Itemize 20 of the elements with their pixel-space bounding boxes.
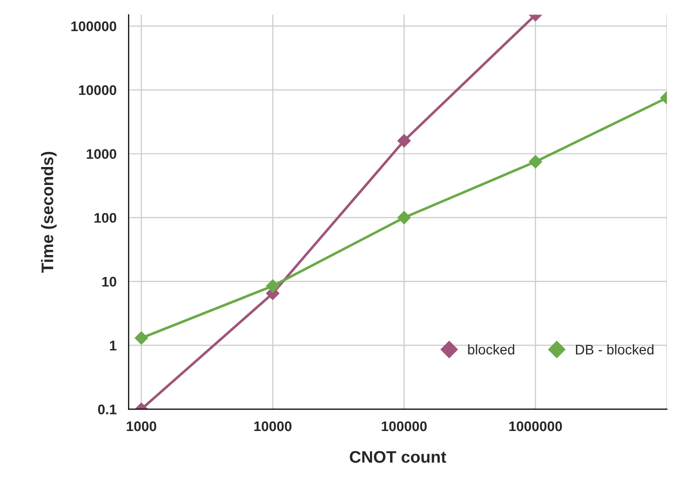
point [397, 210, 411, 224]
point [266, 279, 280, 293]
y-tick-label: 10 [102, 276, 116, 287]
x-tick-label: 100000 [382, 421, 427, 432]
point [528, 154, 542, 169]
y-tick-label: 1000 [86, 149, 116, 159]
y-tick-label: 100000 [71, 21, 116, 32]
y-tick-label: 1 [110, 340, 116, 350]
y-tick-label: 0.1 [98, 404, 116, 414]
y-axis-title: Time (seconds) [41, 152, 57, 273]
y-tick-label: 100 [94, 212, 116, 223]
point [397, 134, 411, 148]
x-tick-label: 1000000 [509, 421, 562, 432]
point [134, 331, 148, 345]
x-axis-title: CNOT count [350, 451, 446, 463]
legend-label: blocked [468, 344, 514, 355]
x-tick-label: 10000 [254, 421, 292, 432]
x-tick-label: 1000 [126, 421, 156, 432]
legend-label: DB - blocked [576, 344, 654, 355]
y-tick-label: 10000 [79, 85, 116, 96]
